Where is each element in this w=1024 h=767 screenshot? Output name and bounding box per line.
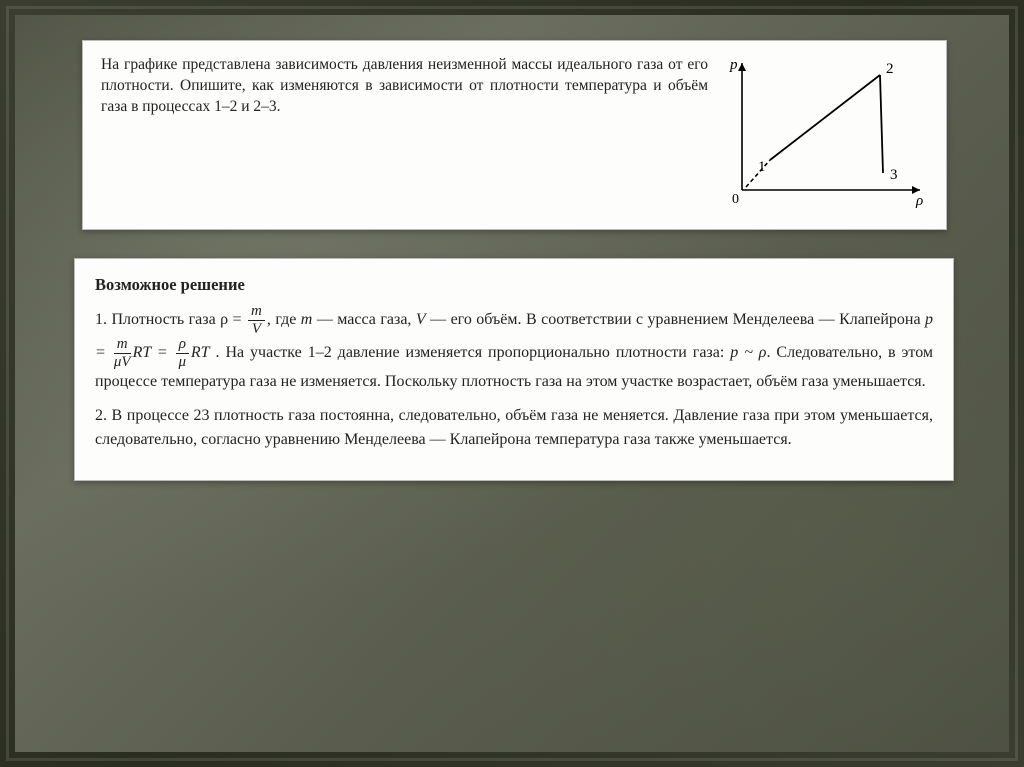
var-m: m [301,311,313,328]
p-rho-chart: p ρ 0 1 2 3 [720,55,930,215]
solution-para-1: 1. Плотность газа ρ = m V , где m — масс… [95,304,933,394]
solution-para-2: 2. В процессе 23 плотность газа постоянн… [95,404,933,452]
para1-mid3: — его объём. В соответствии с уравнением… [426,311,925,328]
point-1-label: 1 [758,159,766,175]
para1-mid2: — масса газа, [312,311,416,328]
frac1-den: V [248,321,265,337]
problem-text: На графике представлена зависимость давл… [101,55,720,217]
frac2-num: m [114,337,131,354]
fraction-rho-over-mu: ρ μ [176,337,189,370]
fraction-m-over-v: m V [248,304,265,337]
frac2-den: μV [114,354,131,370]
fraction-m-over-muv: m μV [114,337,131,370]
frac1-num: m [248,304,265,321]
prop-rel: p ~ ρ [730,344,766,361]
point-3-label: 3 [890,167,898,183]
para1-prefix: 1. Плотность газа ρ = [95,311,242,328]
point-2-label: 2 [886,61,894,77]
rt2: RT [191,344,210,361]
para1-mid1: , где [267,311,301,328]
solution-title: Возможное решение [95,273,933,298]
x-axis-label: ρ [915,193,923,209]
y-axis-label: p [729,57,738,73]
para1-mid4: . На участке 1–2 давление изменяется про… [210,344,731,361]
solution-panel: Возможное решение 1. Плотность газа ρ = … [74,258,954,481]
problem-panel: На графике представлена зависимость давл… [82,40,947,230]
rt1: RT = [133,344,168,361]
frac3-den: μ [176,354,189,370]
origin-label: 0 [732,192,739,207]
frac3-num: ρ [176,337,189,354]
var-v: V [416,311,426,328]
